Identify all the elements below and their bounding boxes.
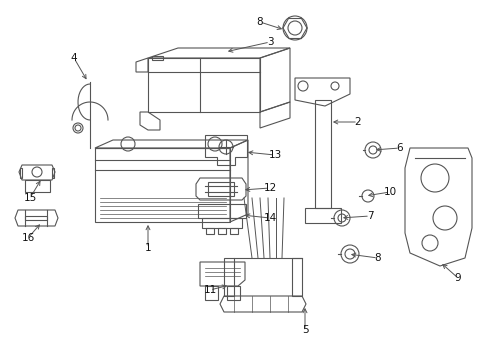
Text: 6: 6 <box>397 143 403 153</box>
Text: 4: 4 <box>71 53 77 63</box>
Text: 11: 11 <box>203 285 217 295</box>
Text: 1: 1 <box>145 243 151 253</box>
Text: 15: 15 <box>24 193 37 203</box>
Text: 14: 14 <box>264 213 277 223</box>
Text: 7: 7 <box>367 211 373 221</box>
Text: 16: 16 <box>22 233 35 243</box>
Text: 10: 10 <box>384 187 396 197</box>
Text: 12: 12 <box>264 183 277 193</box>
Text: 8: 8 <box>375 253 381 263</box>
Text: 13: 13 <box>269 150 282 160</box>
Text: 3: 3 <box>267 37 273 47</box>
Text: 2: 2 <box>355 117 361 127</box>
Text: 9: 9 <box>455 273 461 283</box>
Text: 8: 8 <box>257 17 263 27</box>
Text: 5: 5 <box>302 325 308 335</box>
